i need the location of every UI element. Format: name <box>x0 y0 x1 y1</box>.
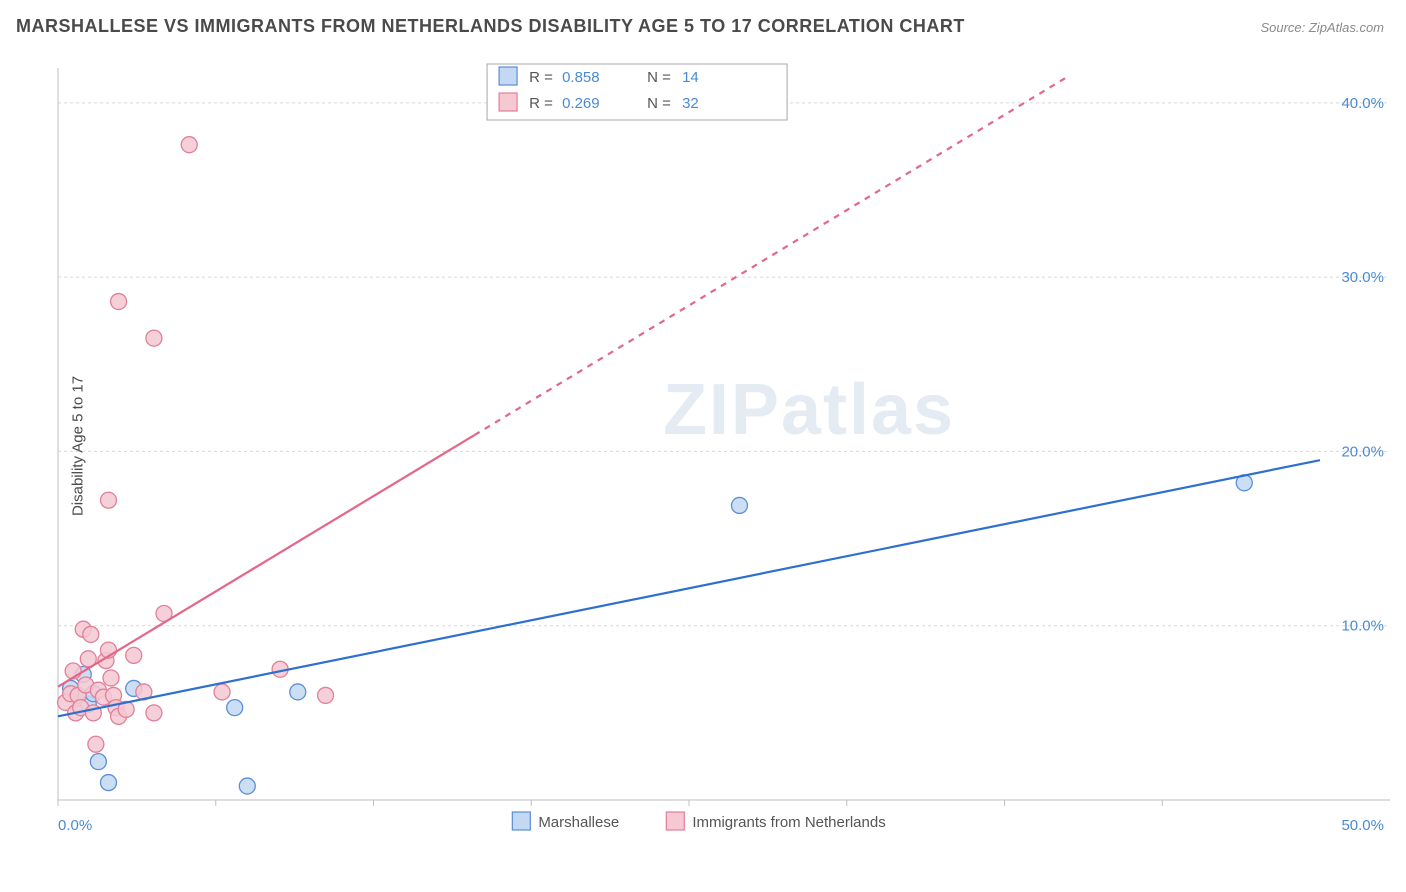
data-point <box>146 705 162 721</box>
y-tick-label: 10.0% <box>1341 618 1384 635</box>
trend-line <box>58 460 1320 716</box>
data-point <box>83 626 99 642</box>
data-point <box>111 294 127 310</box>
legend-n-label: N = <box>647 69 671 86</box>
legend-swatch <box>499 67 517 85</box>
scatter-chart: ZIPatlas 10.0% 20.0% 30.0% 40.0% 0.0% 50.0% R =… <box>50 60 1390 840</box>
chart-svg: ZIPatlas 10.0% 20.0% 30.0% 40.0% 0.0% 50.0% R =… <box>50 60 1390 840</box>
data-point <box>290 684 306 700</box>
data-point <box>318 687 334 703</box>
data-point <box>227 700 243 716</box>
legend-r-label: R = <box>529 69 553 86</box>
trend-line <box>58 435 474 687</box>
x-tick-label: 50.0% <box>1341 817 1384 834</box>
data-point <box>214 684 230 700</box>
data-point <box>88 736 104 752</box>
data-point <box>126 647 142 663</box>
legend-n-value: 32 <box>682 95 699 112</box>
y-tick-label: 30.0% <box>1341 269 1384 286</box>
data-point <box>90 754 106 770</box>
chart-source: Source: ZipAtlas.com <box>1260 20 1384 35</box>
chart-title: MARSHALLESE VS IMMIGRANTS FROM NETHERLAN… <box>16 16 965 37</box>
legend-n-label: N = <box>647 95 671 112</box>
legend-n-value: 14 <box>682 69 699 86</box>
data-point <box>239 778 255 794</box>
data-point <box>181 137 197 153</box>
data-point <box>103 670 119 686</box>
series-label: Immigrants from Netherlands <box>692 814 885 831</box>
y-tick-label: 40.0% <box>1341 95 1384 112</box>
x-tick-label: 0.0% <box>58 817 92 834</box>
legend-r-label: R = <box>529 95 553 112</box>
legend-r-value: 0.269 <box>562 95 600 112</box>
data-point <box>100 492 116 508</box>
legend-swatch <box>499 93 517 111</box>
series-swatch <box>512 812 530 830</box>
y-tick-label: 20.0% <box>1341 443 1384 460</box>
data-point <box>146 330 162 346</box>
data-point <box>100 775 116 791</box>
series-label: Marshallese <box>538 814 619 831</box>
watermark: ZIPatlas <box>663 370 955 450</box>
series-swatch <box>666 812 684 830</box>
data-point <box>731 497 747 513</box>
legend-r-value: 0.858 <box>562 69 600 86</box>
